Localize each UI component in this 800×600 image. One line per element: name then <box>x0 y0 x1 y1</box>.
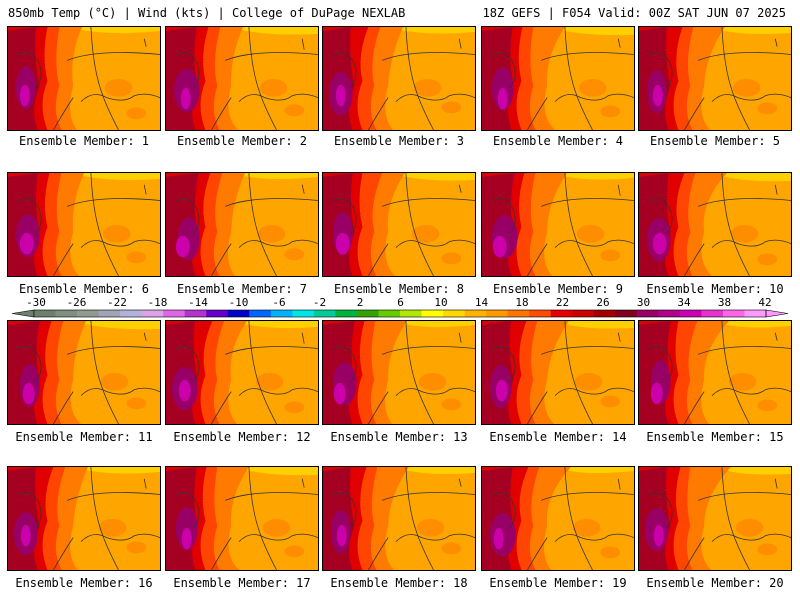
colorbar-swatch <box>206 310 229 317</box>
colorbar-tick-label: -26 <box>66 296 87 309</box>
ensemble-member-map <box>481 172 635 277</box>
colorbar-swatch <box>744 310 767 317</box>
colorbar-swatch <box>249 310 272 317</box>
ensemble-member-map <box>638 26 792 131</box>
ensemble-member-map <box>481 320 635 425</box>
colorbar-swatch <box>529 310 552 317</box>
colorbar-swatch <box>292 310 315 317</box>
colorbar-swatch <box>184 310 207 317</box>
colorbar-swatch <box>400 310 422 317</box>
colorbar-tick-label: 2 <box>356 296 364 309</box>
ensemble-member-map <box>322 466 476 571</box>
colorbar-swatch <box>701 310 724 317</box>
ensemble-member-map <box>322 26 476 131</box>
colorbar-swatch <box>615 310 638 317</box>
colorbar-swatch <box>443 310 465 317</box>
ensemble-member-map <box>322 320 476 425</box>
ensemble-member-map <box>7 172 161 277</box>
colorbar-tick-label: 30 <box>636 296 651 309</box>
colorbar-swatch <box>464 310 487 317</box>
member-caption: Ensemble Member: 4 <box>492 134 624 148</box>
member-caption: Ensemble Member: 1 <box>18 134 150 148</box>
colorbar-swatch <box>163 310 186 317</box>
colorbar-min-arrow <box>11 309 35 318</box>
colorbar-swatch <box>270 310 293 317</box>
colorbar-tick-label: -6 <box>272 296 286 309</box>
colorbar-tick-label: -10 <box>228 296 249 309</box>
ensemble-member-map <box>7 26 161 131</box>
ensemble-member-map <box>7 466 161 571</box>
ensemble-member-map <box>481 466 635 571</box>
member-caption: Ensemble Member: 13 <box>330 430 468 444</box>
member-caption: Ensemble Member: 7 <box>176 282 308 296</box>
member-caption: Ensemble Member: 17 <box>173 576 311 590</box>
member-caption: Ensemble Member: 2 <box>176 134 308 148</box>
ensemble-member-map <box>322 172 476 277</box>
colorbar-swatch <box>658 310 681 317</box>
member-caption: Ensemble Member: 15 <box>646 430 784 444</box>
colorbar-swatch <box>636 310 659 317</box>
run-info: 18Z GEFS | F054 Valid: 00Z SAT JUN 07 20… <box>482 6 786 20</box>
colorbar-swatch <box>120 310 143 317</box>
colorbar-swatch <box>34 310 56 317</box>
colorbar-swatch <box>679 310 702 317</box>
colorbar-tick-label: 34 <box>677 296 691 309</box>
member-caption: Ensemble Member: 16 <box>15 576 153 590</box>
member-caption: Ensemble Member: 12 <box>173 430 311 444</box>
colorbar-tick-label: -30 <box>26 296 46 309</box>
colorbar-swatch <box>98 310 121 317</box>
colorbar-tick-label: -18 <box>147 296 168 309</box>
member-caption: Ensemble Member: 3 <box>333 134 465 148</box>
colorbar-tick-label: 18 <box>515 296 529 309</box>
colorbar-swatch <box>335 310 358 317</box>
member-caption: Ensemble Member: 8 <box>333 282 465 296</box>
colorbar-swatch <box>141 310 164 317</box>
ensemble-member-map <box>7 320 161 425</box>
member-caption: Ensemble Member: 14 <box>489 430 627 444</box>
colorbar-tick-label: -2 <box>312 296 327 309</box>
ensemble-member-map <box>165 26 319 131</box>
temperature-colorbar <box>11 309 789 318</box>
colorbar-tick-label: 6 <box>397 296 404 309</box>
colorbar-swatch <box>55 310 78 317</box>
member-caption: Ensemble Member: 11 <box>15 430 153 444</box>
colorbar-outline <box>33 309 767 318</box>
colorbar-swatch <box>486 310 509 317</box>
member-caption: Ensemble Member: 6 <box>18 282 150 296</box>
member-caption: Ensemble Member: 9 <box>492 282 624 296</box>
colorbar-swatch <box>227 310 250 317</box>
colorbar-swatch <box>77 310 99 317</box>
colorbar-tick-label: 38 <box>717 296 732 309</box>
ensemble-member-map <box>638 466 792 571</box>
member-caption: Ensemble Member: 10 <box>646 282 784 296</box>
colorbar-tick-label: -14 <box>188 296 208 309</box>
member-caption: Ensemble Member: 20 <box>646 576 784 590</box>
member-caption: Ensemble Member: 19 <box>489 576 627 590</box>
ensemble-member-map <box>165 320 319 425</box>
member-caption: Ensemble Member: 18 <box>330 576 468 590</box>
colorbar-swatch <box>313 310 336 317</box>
chart-title: 850mb Temp (°C) | Wind (kts) | College o… <box>8 6 406 20</box>
colorbar-tick-label: 22 <box>555 296 570 309</box>
ensemble-member-map <box>165 466 319 571</box>
member-caption: Ensemble Member: 5 <box>649 134 781 148</box>
colorbar-swatch <box>507 310 530 317</box>
colorbar-swatch <box>550 310 573 317</box>
ensemble-member-map <box>638 172 792 277</box>
colorbar-tick-label: 10 <box>434 296 448 309</box>
colorbar-swatch <box>378 310 401 317</box>
colorbar-tick-label: 14 <box>474 296 489 309</box>
ensemble-member-map <box>481 26 635 131</box>
ensemble-member-map <box>638 320 792 425</box>
colorbar-tick-label: -22 <box>107 296 127 309</box>
ensemble-member-map <box>165 172 319 277</box>
colorbar-max-arrow <box>765 309 789 318</box>
colorbar-swatch <box>421 310 444 317</box>
colorbar-tick-label: 42 <box>758 296 772 309</box>
colorbar-swatch <box>572 310 595 317</box>
colorbar-swatch <box>356 310 379 317</box>
colorbar-swatch <box>722 310 745 317</box>
colorbar-tick-label: 26 <box>596 296 610 309</box>
colorbar-swatch <box>593 310 616 317</box>
